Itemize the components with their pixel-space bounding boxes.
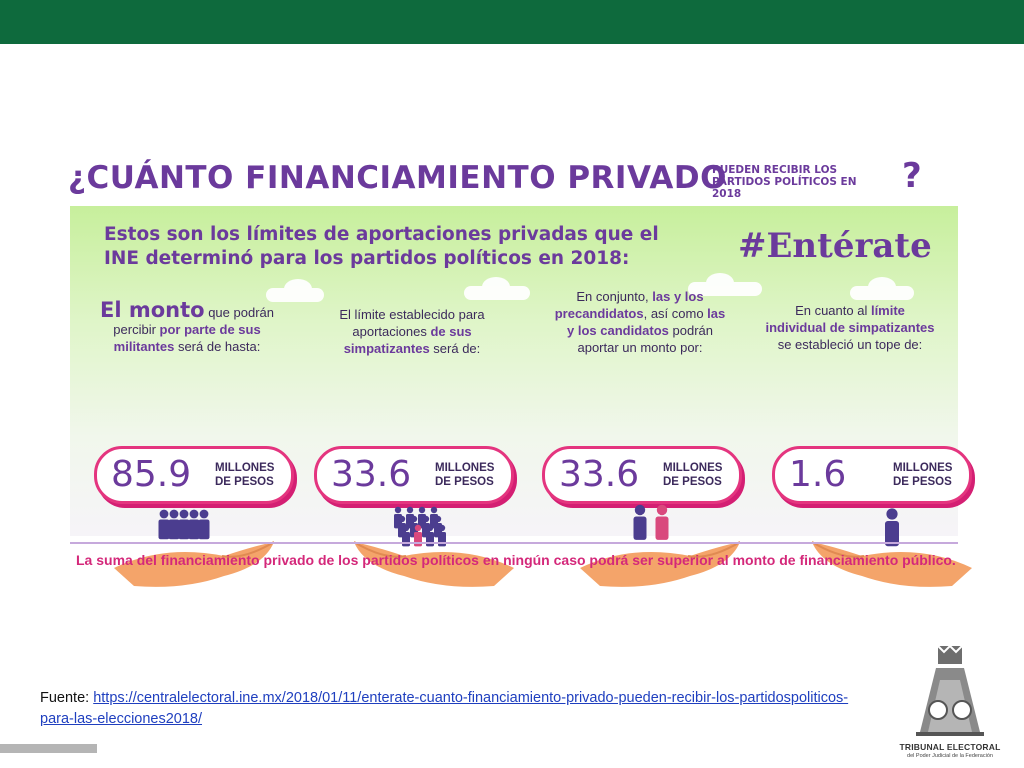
- amount-value: 1.6: [789, 454, 847, 495]
- column-description: El límite establecido para aportaciones d…: [322, 306, 502, 357]
- unit-line: MILLONES: [435, 462, 495, 474]
- description-fragment: individual de simpatizantes: [765, 320, 935, 335]
- column-description: El monto que podrán percibir por parte de…: [92, 300, 282, 355]
- amount-value: 85.9: [111, 454, 192, 495]
- hashtag: #Entérate: [738, 226, 932, 266]
- description-fragment: límite: [870, 303, 905, 318]
- header-bar: [0, 0, 1024, 44]
- description-fragment: El límite establecido para: [339, 307, 485, 322]
- description-fragment: simpatizantes: [343, 341, 430, 356]
- amount-pill: 85.9 MILLONES DE PESOS: [94, 446, 294, 504]
- amount-value: 33.6: [331, 454, 412, 495]
- description-fragment: será de:: [429, 341, 481, 356]
- description-fragment: y los candidatos: [567, 323, 669, 338]
- column-description: En conjunto, las y los precandidatos, así…: [540, 288, 740, 356]
- man-and-woman-icon: [580, 504, 741, 587]
- description-fragment: por parte de sus: [159, 322, 261, 337]
- description-line: militantes será de hasta:: [92, 338, 282, 355]
- crowd-icon: [353, 506, 514, 587]
- description-fragment: precandidatos: [554, 306, 644, 321]
- logo-subtitle: del Poder Judicial de la Federación: [907, 753, 993, 759]
- source-label: Fuente:: [40, 690, 94, 706]
- description-line: En conjunto, las y los: [540, 288, 740, 305]
- subtitle-line-2: PARTIDOS POLÍTICOS EN 2018: [712, 176, 857, 200]
- description-fragment: El monto: [100, 298, 205, 322]
- amount-unit: MILLONES DE PESOS: [435, 461, 494, 489]
- description-line: precandidatos, así como las: [540, 305, 740, 322]
- description-line: En cuanto al límite: [750, 302, 950, 319]
- logo-title: TRIBUNAL ELECTORAL: [899, 742, 1001, 752]
- cloud-decoration: [464, 277, 530, 300]
- description-fragment: , así como: [643, 306, 708, 321]
- source-citation: Fuente: https://centralelectoral.ine.mx/…: [40, 688, 870, 730]
- description-line: El límite establecido para: [322, 306, 502, 323]
- question-mark: ?: [902, 156, 922, 196]
- bottom-accent-bar: [0, 744, 97, 753]
- description-fragment: En conjunto,: [576, 289, 653, 304]
- unit-line: MILLONES: [663, 462, 723, 474]
- intro-line-1: Estos son los límites de aportaciones pr…: [104, 224, 659, 245]
- description-fragment: aportar un monto por:: [577, 340, 703, 355]
- amount-unit: MILLONES DE PESOS: [663, 461, 722, 489]
- source-link[interactable]: https://centralelectoral.ine.mx/2018/01/…: [40, 690, 849, 727]
- unit-line: MILLONES: [893, 462, 953, 474]
- description-fragment: aportaciones: [352, 324, 431, 339]
- description-fragment: militantes: [113, 339, 175, 354]
- description-fragment: En cuanto al: [795, 303, 871, 318]
- intro-line-2: INE determinó para los partidos político…: [104, 248, 630, 269]
- cloud-decoration: [688, 273, 762, 296]
- amount-unit: MILLONES DE PESOS: [893, 461, 952, 489]
- cloud-decoration: [266, 279, 324, 302]
- description-fragment: que podrán: [204, 305, 274, 320]
- cloud-decoration: [850, 277, 914, 300]
- description-line: individual de simpatizantes: [750, 319, 950, 336]
- tribunal-emblem-icon: [916, 644, 984, 736]
- amount-pill: 33.6 MILLONES DE PESOS: [542, 446, 742, 504]
- description-fragment: percibir: [113, 322, 160, 337]
- description-line: se estableció un tope de:: [750, 336, 950, 353]
- single-person-raising-hand-icon: [811, 508, 972, 587]
- description-fragment: de sus: [430, 324, 472, 339]
- description-fragment: será de hasta:: [174, 339, 261, 354]
- subtitle-line-1: PUEDEN RECIBIR LOS: [712, 164, 838, 176]
- footer-note: La suma del financiamiento privado de lo…: [76, 552, 956, 568]
- infographic-title: ¿CUÁNTO FINANCIAMIENTO PRIVADO: [68, 160, 727, 196]
- description-line: El monto que podrán: [92, 300, 282, 321]
- description-line: aportar un monto por:: [540, 339, 740, 356]
- amount-unit: MILLONES DE PESOS: [215, 461, 274, 489]
- description-line: percibir por parte de sus: [92, 321, 282, 338]
- description-fragment: podrán: [668, 323, 713, 338]
- unit-line: DE PESOS: [435, 476, 494, 488]
- unit-line: DE PESOS: [215, 476, 274, 488]
- unit-line: DE PESOS: [893, 476, 952, 488]
- group-of-people-icon: [114, 509, 275, 587]
- unit-line: DE PESOS: [663, 476, 722, 488]
- amount-pill: 1.6 MILLONES DE PESOS: [772, 446, 972, 504]
- green-panel: Estos son los límites de aportaciones pr…: [70, 206, 972, 587]
- description-fragment: las y los: [652, 289, 704, 304]
- amount-value: 33.6: [559, 454, 640, 495]
- description-fragment: las: [707, 306, 726, 321]
- description-fragment: se estableció un tope de:: [777, 337, 923, 352]
- amount-pill: 33.6 MILLONES DE PESOS: [314, 446, 514, 504]
- infographic-subtitle: PUEDEN RECIBIR LOS PARTIDOS POLÍTICOS EN…: [712, 164, 882, 200]
- infographic: ¿CUÁNTO FINANCIAMIENTO PRIVADO PUEDEN RE…: [66, 150, 972, 587]
- description-line: y los candidatos podrán: [540, 322, 740, 339]
- description-line: aportaciones de sus: [322, 323, 502, 340]
- column-description: En cuanto al límite individual de simpati…: [750, 302, 950, 353]
- description-line: simpatizantes será de:: [322, 340, 502, 357]
- footer-divider: [70, 542, 958, 544]
- infographic-title-row: ¿CUÁNTO FINANCIAMIENTO PRIVADO PUEDEN RE…: [66, 150, 960, 206]
- unit-line: MILLONES: [215, 462, 275, 474]
